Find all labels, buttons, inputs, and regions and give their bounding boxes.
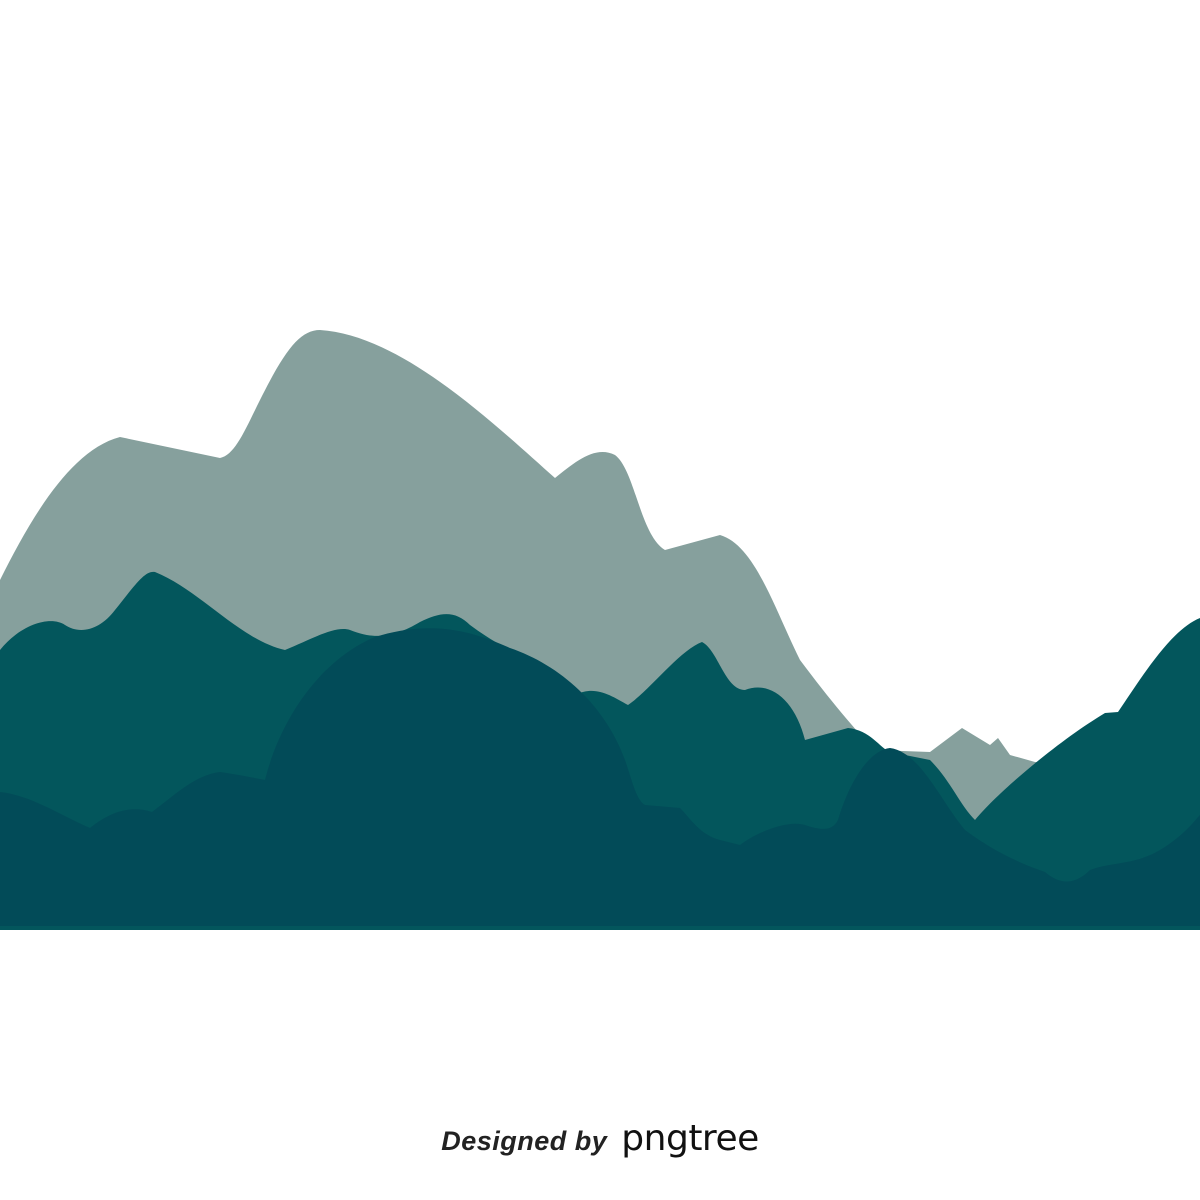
watermark-brand: pngtree	[621, 1118, 759, 1159]
near-mountain-range	[0, 628, 1200, 926]
watermark-prefix: Designed by	[441, 1126, 608, 1156]
watermark: Designed by pngtree	[0, 1118, 1200, 1168]
